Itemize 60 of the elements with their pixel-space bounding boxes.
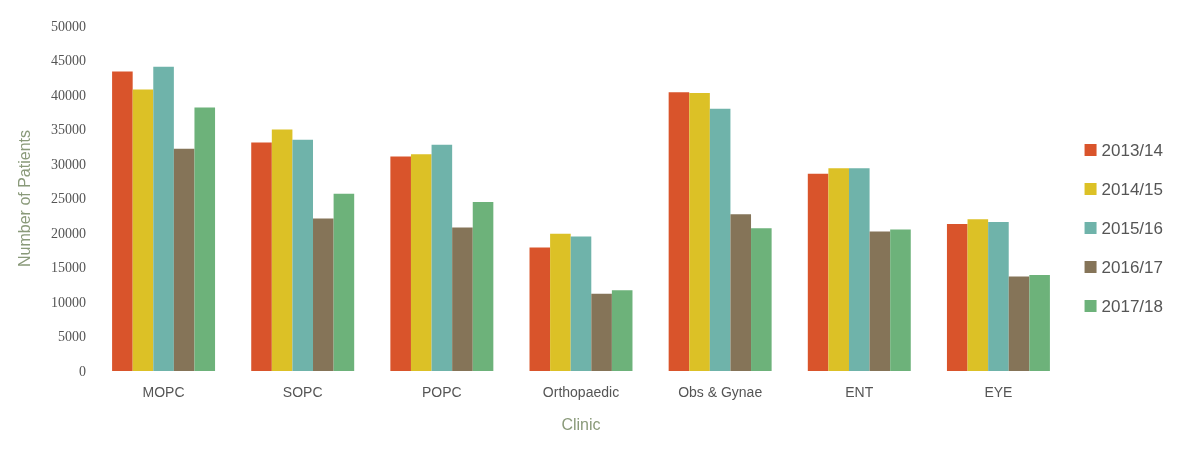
bar (869, 231, 891, 371)
bar (828, 168, 849, 371)
x-tick-label: Obs & Gynae (678, 384, 763, 400)
bar (730, 214, 752, 371)
x-tick-label: EYE (984, 384, 1013, 400)
x-axis-title: Clinic (561, 415, 601, 433)
bar (709, 108, 731, 371)
y-tick-label: 15000 (51, 260, 86, 275)
bar (431, 144, 453, 371)
x-tick-label: POPC (422, 384, 462, 400)
bar (550, 233, 571, 371)
bar (271, 129, 293, 371)
y-tick-label: 30000 (51, 156, 86, 172)
legend-label: 2017/18 (1101, 296, 1163, 316)
x-tick-label: MOPC (142, 384, 185, 400)
bar (946, 224, 968, 371)
bar (452, 227, 473, 371)
bar (153, 66, 174, 371)
bar (689, 92, 710, 371)
bar (313, 218, 334, 371)
x-tick-label: Orthopaedic (542, 384, 620, 400)
x-tick-label: ENT (845, 384, 874, 400)
bar (1029, 275, 1050, 371)
bar (570, 236, 592, 371)
y-tick-label: 45000 (51, 53, 86, 68)
y-tick-label: 35000 (51, 122, 86, 137)
y-tick-label: 10000 (51, 294, 86, 310)
bar (890, 229, 911, 371)
y-tick-label: 50000 (51, 18, 86, 34)
bar (668, 92, 690, 371)
bar (1008, 276, 1030, 371)
legend-label: 2014/15 (1101, 179, 1163, 199)
legend-label: 2016/17 (1101, 257, 1163, 277)
bar (132, 89, 154, 371)
bar (988, 221, 1009, 371)
bar (194, 107, 216, 371)
bar (173, 148, 195, 371)
legend-label: 2015/16 (1101, 218, 1163, 238)
bar (390, 156, 411, 371)
bar (807, 173, 829, 371)
y-tick-label: 40000 (51, 87, 86, 103)
bar (251, 142, 272, 371)
y-tick-label: 20000 (51, 225, 86, 241)
bar (112, 71, 133, 371)
bar (333, 193, 355, 371)
bar (591, 293, 612, 371)
legend-label: 2013/14 (1101, 140, 1163, 160)
bar (292, 139, 314, 371)
bar (967, 219, 989, 371)
y-axis-title: Number of Patients (15, 130, 33, 267)
bar (410, 154, 432, 371)
y-tick-label: 0 (79, 363, 86, 379)
bar (472, 201, 494, 371)
x-tick-label: SOPC (282, 384, 323, 400)
bar (751, 228, 772, 371)
bar (848, 168, 870, 371)
y-tick-label: 25000 (51, 191, 86, 206)
y-tick-label: 5000 (58, 329, 86, 344)
bar (611, 290, 633, 371)
bar (529, 247, 551, 371)
